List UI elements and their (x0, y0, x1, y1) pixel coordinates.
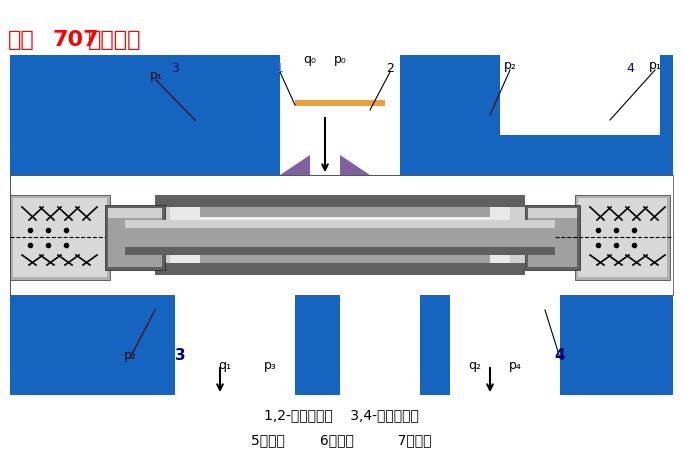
Bar (13, 198, 107, 277)
Bar (528, 208, 577, 218)
Text: 1: 1 (276, 61, 284, 75)
Bar (155, 263, 525, 275)
Bar (155, 195, 525, 275)
Text: p₄: p₄ (509, 359, 521, 371)
Bar (295, 100, 385, 106)
Bar (200, 253, 490, 263)
Bar (10, 55, 673, 395)
Text: 剪辑制作: 剪辑制作 (88, 30, 141, 50)
Text: 707: 707 (52, 30, 98, 50)
Bar (200, 207, 490, 263)
Bar (528, 208, 577, 267)
Polygon shape (340, 155, 370, 175)
Text: 4: 4 (555, 348, 566, 362)
Text: 5－阀体        6－阀心          7－弹簧: 5－阀体 6－阀心 7－弹簧 (251, 433, 431, 447)
Text: q₁: q₁ (219, 359, 232, 371)
Text: p₁: p₁ (649, 58, 661, 72)
Bar (105, 205, 165, 270)
Polygon shape (280, 155, 310, 175)
Bar (10, 55, 150, 395)
Text: 1,2-固定节油孔    3,4-可变节流孔: 1,2-固定节油孔 3,4-可变节流孔 (264, 408, 419, 422)
Text: 4: 4 (626, 61, 634, 75)
Bar (175, 295, 295, 395)
Bar (500, 55, 600, 135)
Bar (578, 198, 667, 277)
Bar (10, 195, 110, 280)
Bar (575, 195, 670, 280)
Bar (108, 208, 162, 218)
Bar (570, 55, 660, 135)
Bar (170, 205, 510, 265)
Text: p₁: p₁ (150, 68, 163, 82)
Text: 3: 3 (171, 61, 179, 75)
Text: q₂: q₂ (469, 359, 482, 371)
Bar (450, 295, 560, 395)
Text: 化工: 化工 (8, 30, 35, 50)
Text: p₃: p₃ (264, 359, 277, 371)
Bar (155, 195, 525, 207)
Text: p₂: p₂ (503, 58, 516, 72)
Text: p₀: p₀ (333, 54, 346, 67)
Text: p₂: p₂ (124, 349, 137, 361)
Text: q₀: q₀ (303, 54, 316, 67)
Bar (125, 220, 555, 228)
Bar (108, 208, 162, 267)
Bar (340, 295, 420, 395)
Text: 2: 2 (386, 61, 394, 75)
Bar (10, 175, 673, 295)
Bar (500, 55, 655, 135)
Bar (125, 220, 555, 255)
Bar (525, 205, 580, 270)
Bar (280, 55, 400, 175)
Text: 3: 3 (175, 348, 185, 362)
Bar (125, 247, 555, 255)
Bar (200, 207, 490, 217)
